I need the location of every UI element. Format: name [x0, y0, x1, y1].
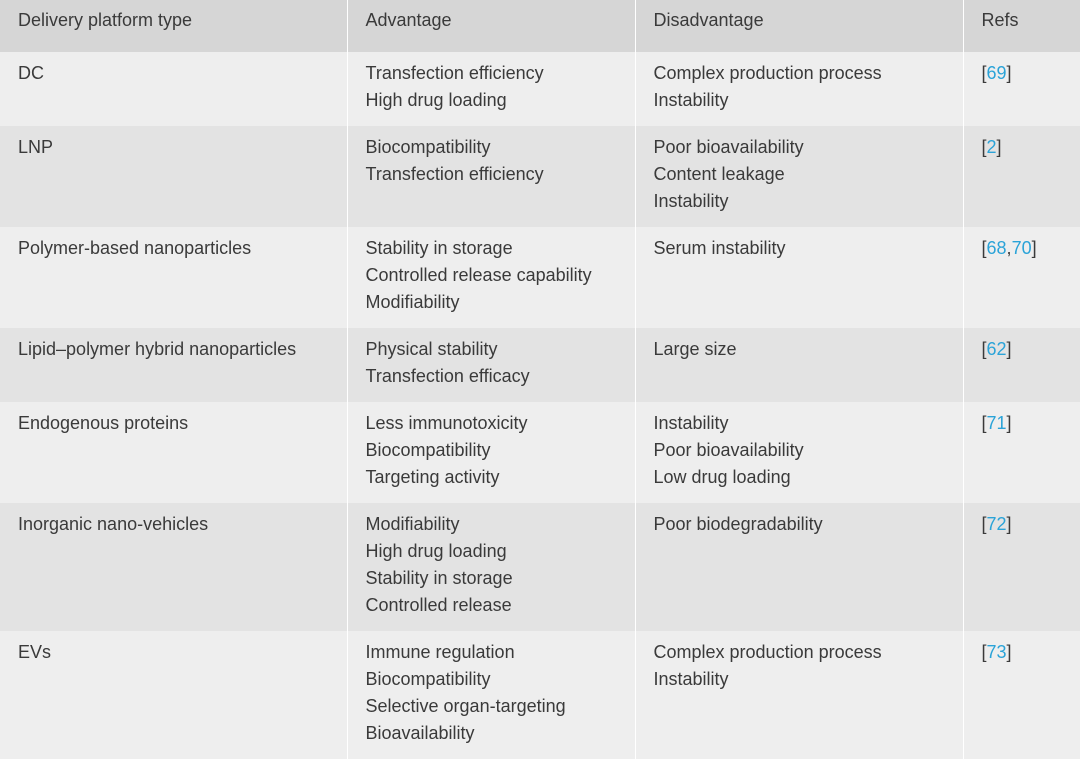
advantage-item: Bioavailability — [365, 723, 475, 743]
advantage-item: Modifiability — [365, 292, 460, 312]
cell-disadvantage: Poor biodegradability — [634, 503, 963, 631]
header-disadvantage: Disadvantage — [634, 0, 963, 52]
disadvantage-item: Instability — [653, 669, 729, 689]
advantage-item: Modifiability — [365, 514, 460, 534]
cell-disadvantage: Large size — [634, 328, 963, 402]
cell-advantage: Transfection efficiency High drug loading — [346, 52, 635, 126]
disadvantage-item: Complex production process — [653, 642, 882, 662]
advantage-item: Biocompatibility — [365, 440, 491, 460]
advantage-item: Stability in storage — [365, 568, 513, 588]
advantage-item: Physical stability — [365, 339, 498, 359]
reference-link[interactable]: 73 — [986, 642, 1007, 662]
ref-bracket-open: [ — [981, 238, 987, 258]
advantage-item: Stability in storage — [365, 238, 513, 258]
cell-refs: [2] — [962, 126, 1080, 227]
cell-refs: [71] — [962, 402, 1080, 503]
ref-bracket-close: ] — [1006, 339, 1012, 359]
cell-refs: [73] — [962, 631, 1080, 759]
ref-bracket-open: [ — [981, 642, 987, 662]
reference-link[interactable]: 71 — [986, 413, 1007, 433]
table-row: DC Transfection efficiency High drug loadi… — [0, 52, 1080, 126]
header-refs: Refs — [962, 0, 1080, 52]
cell-advantage: Biocompatibility Transfection efficiency — [346, 126, 635, 227]
cell-platform: Inorganic nano-vehicles — [0, 503, 347, 631]
cell-platform: EVs — [0, 631, 347, 759]
advantage-item: Transfection efficiency — [365, 164, 544, 184]
ref-bracket-open: [ — [981, 339, 987, 359]
disadvantage-item: Low drug loading — [653, 467, 791, 487]
reference-link[interactable]: 70 — [1011, 238, 1032, 258]
advantage-item: Transfection efficiency — [365, 63, 544, 83]
cell-platform: Endogenous proteins — [0, 402, 347, 503]
table-row: LNP Biocompatibility Transfection efficien… — [0, 126, 1080, 227]
advantage-item: Less immunotoxicity — [365, 413, 528, 433]
header-advantage: Advantage — [346, 0, 635, 52]
cell-disadvantage: Complex production process Instability — [634, 52, 963, 126]
advantage-item: Targeting activity — [365, 467, 500, 487]
disadvantage-item: Instability — [653, 90, 729, 110]
ref-bracket-open: [ — [981, 63, 987, 83]
disadvantage-item: Instability — [653, 413, 729, 433]
cell-disadvantage: Poor bioavailability Content leakage Insta… — [634, 126, 963, 227]
disadvantage-item: Poor bioavailability — [653, 440, 804, 460]
table-row: Polymer-based nanoparticles Stability in … — [0, 227, 1080, 328]
cell-platform: DC — [0, 52, 347, 126]
table-row: Lipid–polymer hybrid nanoparticles Physic… — [0, 328, 1080, 402]
cell-advantage: Immune regulation Biocompatibility Selecti… — [346, 631, 635, 759]
reference-link[interactable]: 2 — [986, 137, 997, 157]
header-platform: Delivery platform type — [0, 0, 347, 52]
disadvantage-item: Content leakage — [653, 164, 785, 184]
cell-platform: Polymer-based nanoparticles — [0, 227, 347, 328]
ref-bracket-close: ] — [1006, 642, 1012, 662]
ref-bracket-close: ] — [1006, 514, 1012, 534]
disadvantage-item: Instability — [653, 191, 729, 211]
advantage-item: Biocompatibility — [365, 137, 491, 157]
table-row: EVs Immune regulation Biocompatibility Sele… — [0, 631, 1080, 759]
reference-link[interactable]: 72 — [986, 514, 1007, 534]
disadvantage-item: Large size — [653, 339, 737, 359]
header-row: Delivery platform type Advantage Disadva… — [0, 0, 1080, 52]
cell-platform: LNP — [0, 126, 347, 227]
reference-link[interactable]: 68 — [986, 238, 1007, 258]
ref-separator: , — [1006, 238, 1012, 258]
cell-disadvantage: Instability Poor bioavailability Low drug … — [634, 402, 963, 503]
reference-link[interactable]: 69 — [986, 63, 1007, 83]
ref-bracket-open: [ — [981, 413, 987, 433]
ref-bracket-close: ] — [996, 137, 1002, 157]
disadvantage-item: Poor biodegradability — [653, 514, 823, 534]
table-body: DC Transfection efficiency High drug loadi… — [0, 52, 1080, 759]
disadvantage-item: Serum instability — [653, 238, 786, 258]
cell-refs: [72] — [962, 503, 1080, 631]
reference-link[interactable]: 62 — [986, 339, 1007, 359]
ref-bracket-close: ] — [1006, 63, 1012, 83]
cell-advantage: Stability in storage Controlled release c… — [346, 227, 635, 328]
table-header: Delivery platform type Advantage Disadva… — [0, 0, 1080, 52]
cell-disadvantage: Serum instability — [634, 227, 963, 328]
advantage-item: Selective organ-targeting — [365, 696, 566, 716]
cell-refs: [69] — [962, 52, 1080, 126]
advantage-item: Controlled release capability — [365, 265, 592, 285]
disadvantage-item: Poor bioavailability — [653, 137, 804, 157]
table-row: Inorganic nano-vehicles Modifiability High… — [0, 503, 1080, 631]
advantage-item: Biocompatibility — [365, 669, 491, 689]
cell-advantage: Less immunotoxicity Biocompatibility Targe… — [346, 402, 635, 503]
cell-advantage: Physical stability Transfection efficacy — [346, 328, 635, 402]
advantage-item: Immune regulation — [365, 642, 515, 662]
table-row: Endogenous proteins Less immunotoxicity Bi… — [0, 402, 1080, 503]
cell-advantage: Modifiability High drug loading Stability … — [346, 503, 635, 631]
advantage-item: Controlled release — [365, 595, 512, 615]
ref-bracket-close: ] — [1006, 413, 1012, 433]
disadvantage-item: Complex production process — [653, 63, 882, 83]
advantage-item: High drug loading — [365, 90, 507, 110]
advantage-item: High drug loading — [365, 541, 507, 561]
cell-refs: [68,70] — [962, 227, 1080, 328]
cell-refs: [62] — [962, 328, 1080, 402]
advantage-item: Transfection efficacy — [365, 366, 530, 386]
cell-disadvantage: Complex production process Instability — [634, 631, 963, 759]
ref-bracket-close: ] — [1031, 238, 1037, 258]
ref-bracket-open: [ — [981, 137, 987, 157]
ref-bracket-open: [ — [981, 514, 987, 534]
cell-platform: Lipid–polymer hybrid nanoparticles — [0, 328, 347, 402]
